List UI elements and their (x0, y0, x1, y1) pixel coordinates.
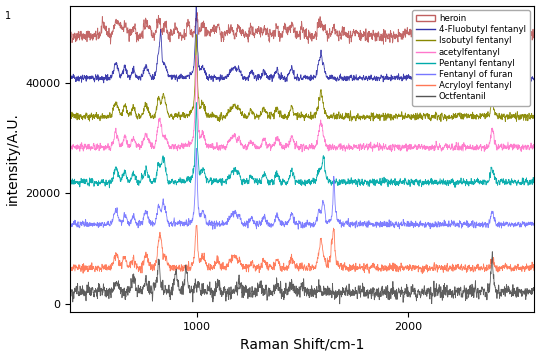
Text: 1: 1 (5, 11, 11, 21)
Legend: heroin, 4-Fluobutyl fentanyl, Isobutyl fentanyl, acetylfentanyl, Pentanyl fentan: heroin, 4-Fluobutyl fentanyl, Isobutyl f… (412, 10, 530, 106)
X-axis label: Raman Shift/cm-1: Raman Shift/cm-1 (240, 337, 364, 351)
Y-axis label: intensity/A.U.: intensity/A.U. (5, 112, 19, 205)
